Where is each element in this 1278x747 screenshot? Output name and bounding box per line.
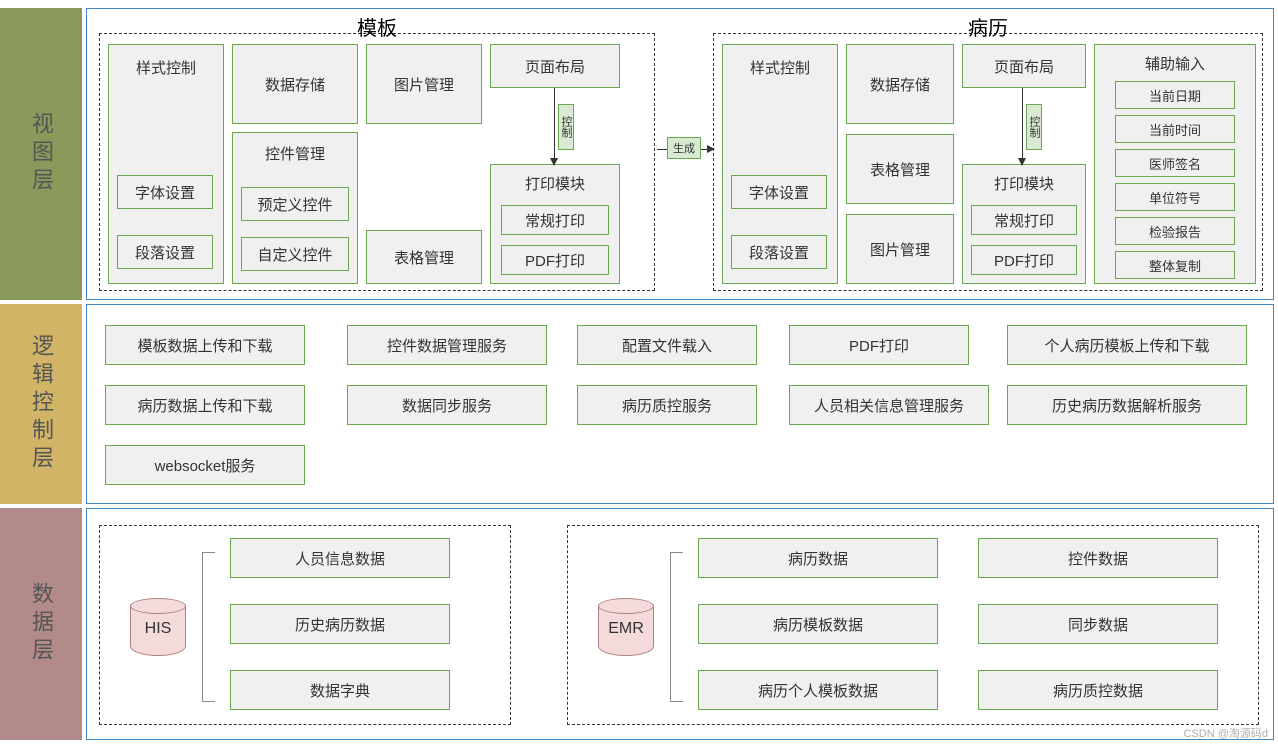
record-box: 病历 样式控制 字体设置 段落设置 数据存储 页面布局 表格管理 图片管理 打印… (713, 33, 1263, 291)
emr-l2: 病历个人模板数据 (698, 670, 938, 710)
logic-4: 个人病历模板上传和下载 (1007, 325, 1247, 365)
rec-control-arrow-line (1022, 88, 1023, 158)
logic-2: 配置文件载入 (577, 325, 757, 365)
cell-print-module: 打印模块 常规打印 PDF打印 (490, 164, 620, 284)
rec-cell-pdf-print: PDF打印 (971, 245, 1077, 275)
emr-l0: 病历数据 (698, 538, 938, 578)
his-item-2: 数据字典 (230, 670, 450, 710)
logic-6: 数据同步服务 (347, 385, 547, 425)
aux-2: 医师签名 (1115, 149, 1235, 177)
logic-9: 历史病历数据解析服务 (1007, 385, 1247, 425)
watermark: CSDN @淘源码d (1183, 725, 1268, 741)
his-item-0: 人员信息数据 (230, 538, 450, 578)
logic-7: 病历质控服务 (577, 385, 757, 425)
logic-10: websocket服务 (105, 445, 305, 485)
emr-r1: 同步数据 (978, 604, 1218, 644)
control-arrow-label: 控制 (558, 104, 574, 150)
control-arrow-line (554, 88, 555, 158)
template-title: 模板 (100, 12, 654, 41)
cell-table-mgmt: 表格管理 (366, 230, 482, 284)
rec-cell-image-mgmt: 图片管理 (846, 214, 954, 284)
aux-4: 检验报告 (1115, 217, 1235, 245)
emr-bracket (670, 552, 671, 702)
logic-3: PDF打印 (789, 325, 969, 365)
cell-style-control: 样式控制 字体设置 段落设置 (108, 44, 224, 284)
his-box: HIS 人员信息数据 历史病历数据 数据字典 (99, 525, 511, 725)
logic-8: 人员相关信息管理服务 (789, 385, 989, 425)
aux-3: 单位符号 (1115, 183, 1235, 211)
his-bracket (202, 552, 203, 702)
cell-predef-widget: 预定义控件 (241, 187, 349, 221)
template-box: 模板 样式控制 字体设置 段落设置 数据存储 图片管理 页面布局 控件管理 预定… (99, 33, 655, 291)
cell-custom-widget: 自定义控件 (241, 237, 349, 271)
rec-cell-data-store: 数据存储 (846, 44, 954, 124)
view-layer-content: 模板 样式控制 字体设置 段落设置 数据存储 图片管理 页面布局 控件管理 预定… (86, 8, 1274, 300)
logic-0: 模板数据上传和下载 (105, 325, 305, 365)
emr-box: EMR 病历数据 病历模板数据 病历个人模板数据 控件数据 同步数据 病历质控数… (567, 525, 1259, 725)
emr-r0: 控件数据 (978, 538, 1218, 578)
cell-data-store: 数据存储 (232, 44, 358, 124)
view-layer-label: 视图层 (0, 8, 82, 300)
cell-normal-print: 常规打印 (501, 205, 609, 235)
rec-cell-page-layout: 页面布局 (962, 44, 1086, 88)
rec-cell-normal-print: 常规打印 (971, 205, 1077, 235)
rec-cell-para: 段落设置 (731, 235, 827, 269)
generate-arrow-label: 生成 (667, 137, 701, 159)
emr-r2: 病历质控数据 (978, 670, 1218, 710)
his-item-1: 历史病历数据 (230, 604, 450, 644)
logic-layer-label: 逻辑控制层 (0, 304, 82, 504)
aux-5: 整体复制 (1115, 251, 1235, 279)
emr-db-icon: EMR (598, 606, 654, 656)
rec-cell-font: 字体设置 (731, 175, 827, 209)
logic-1: 控件数据管理服务 (347, 325, 547, 365)
rec-cell-aux-input: 辅助输入 当前日期 当前时间 医师签名 单位符号 检验报告 整体复制 (1094, 44, 1256, 284)
rec-cell-print-module: 打印模块 常规打印 PDF打印 (962, 164, 1086, 284)
cell-image-mgmt: 图片管理 (366, 44, 482, 124)
rec-cell-table-mgmt: 表格管理 (846, 134, 954, 204)
data-layer-label: 数据层 (0, 508, 82, 740)
rec-cell-style-control: 样式控制 字体设置 段落设置 (722, 44, 838, 284)
rec-control-arrow-label: 控制 (1026, 104, 1042, 150)
record-title: 病历 (714, 12, 1262, 41)
rec-control-arrow-head (1018, 158, 1026, 166)
his-db-icon: HIS (130, 606, 186, 656)
cell-font-setting: 字体设置 (117, 175, 213, 209)
logic-5: 病历数据上传和下载 (105, 385, 305, 425)
cell-para-setting: 段落设置 (117, 235, 213, 269)
data-layer-content: HIS 人员信息数据 历史病历数据 数据字典 EMR 病历数据 病历模板数据 病… (86, 508, 1274, 740)
cell-widget-mgmt: 控件管理 预定义控件 自定义控件 (232, 132, 358, 284)
control-arrow-head (550, 158, 558, 166)
logic-layer-content: 模板数据上传和下载 控件数据管理服务 配置文件载入 PDF打印 个人病历模板上传… (86, 304, 1274, 504)
emr-l1: 病历模板数据 (698, 604, 938, 644)
aux-1: 当前时间 (1115, 115, 1235, 143)
cell-pdf-print: PDF打印 (501, 245, 609, 275)
aux-0: 当前日期 (1115, 81, 1235, 109)
cell-page-layout: 页面布局 (490, 44, 620, 88)
